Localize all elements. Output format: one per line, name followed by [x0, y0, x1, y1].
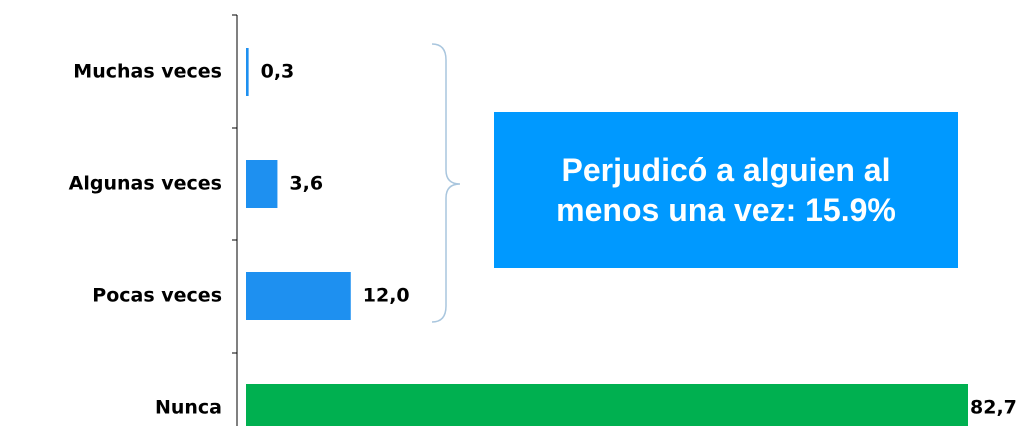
value-label: 0,3: [261, 61, 295, 83]
value-label: 82,7: [970, 397, 1017, 419]
bar: [246, 384, 968, 426]
category-label: Pocas veces: [92, 285, 222, 307]
category-label: Nunca: [155, 397, 222, 419]
annotation: Perjudicó a alguien al menos una vez: 15…: [494, 112, 958, 268]
bar: [246, 272, 351, 320]
value-label: 12,0: [363, 285, 410, 307]
brace: [431, 43, 461, 323]
category-label: Muchas veces: [73, 61, 222, 83]
category-ticks: [232, 14, 237, 354]
bar: [246, 160, 278, 208]
bar: [246, 48, 249, 96]
value-label: 3,6: [289, 173, 323, 195]
category-label: Algunas veces: [69, 173, 222, 195]
